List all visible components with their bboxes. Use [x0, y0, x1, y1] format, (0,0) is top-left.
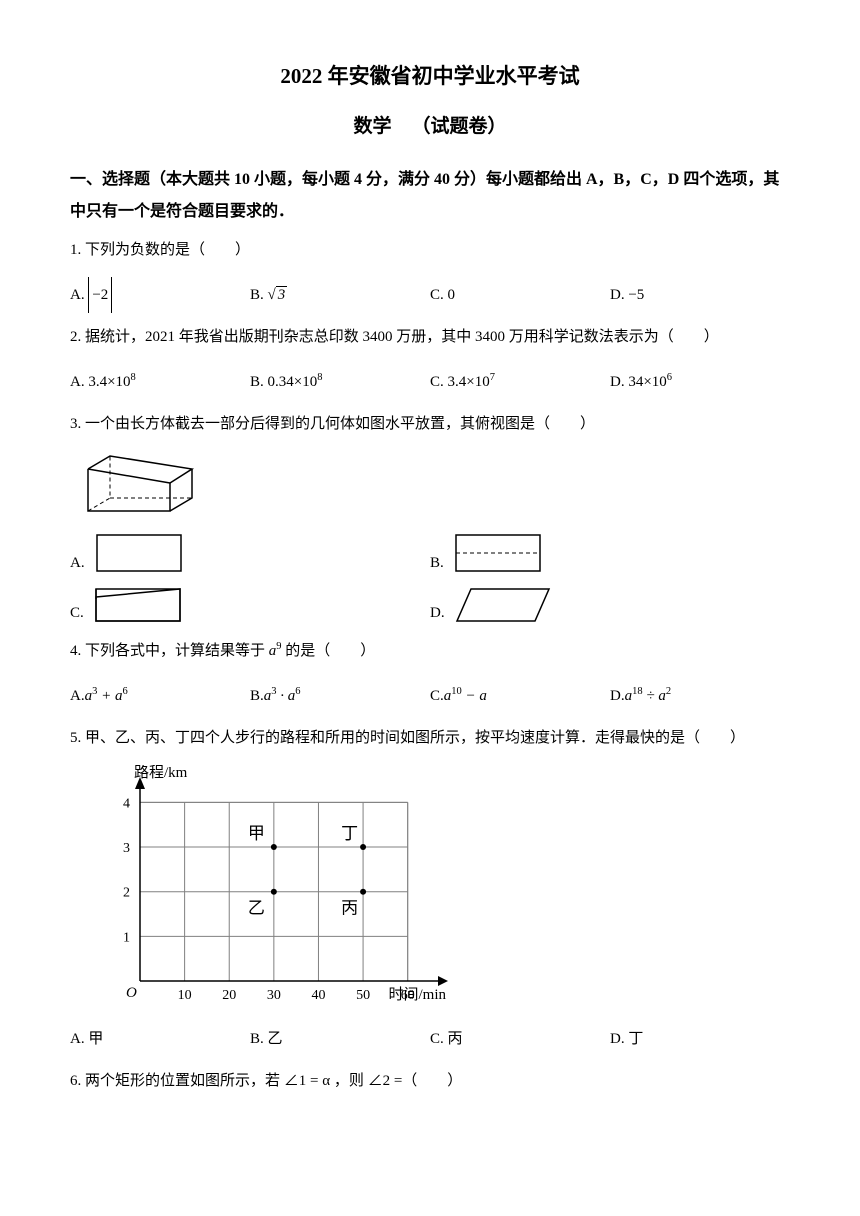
q1-a-expr: −2 [88, 277, 112, 313]
q6-stem: 6. 两个矩形的位置如图所示，若 ∠1 = α ，则 ∠2 =（ ） [70, 1065, 790, 1098]
q3-opt-b: B. [430, 531, 790, 575]
q1-opt-b: B. 3 [250, 277, 430, 313]
svg-text:甲: 甲 [248, 824, 265, 843]
q1-a-label: A. [70, 277, 85, 313]
q3-c-label: C. [70, 601, 84, 625]
q4-opt-a: A. a3 + a6 [70, 678, 250, 714]
q3-row1: A. B. [70, 531, 790, 575]
q5-opt-d: D. 丁 [610, 1021, 790, 1057]
q1-b-expr: 3 [268, 277, 288, 313]
q3-opt-a: A. [70, 531, 430, 575]
q2-a-exp: 8 [131, 372, 136, 383]
svg-text:路程/km: 路程/km [134, 765, 188, 781]
svg-text:30: 30 [267, 988, 281, 1003]
q2-opt-b: B. 0.34×108 [250, 364, 430, 400]
q1-stem: 1. 下列为负数的是（ ） [70, 234, 790, 267]
title-sub: 数学 （试题卷） [70, 112, 790, 142]
svg-text:40: 40 [311, 988, 325, 1003]
q1-opt-c: C. 0 [430, 277, 610, 313]
q5-opt-b: B. 乙 [250, 1021, 430, 1057]
svg-text:丙: 丙 [341, 899, 358, 918]
q4-stem-post: 的是（ ） [282, 643, 376, 659]
q4-stem-pre: 4. 下列各式中，计算结果等于 [70, 643, 269, 659]
q5-opt-a: A. 甲 [70, 1021, 250, 1057]
q4-opt-c: C. a10 − a [430, 678, 610, 714]
q3-d-label: D. [430, 601, 445, 625]
q2-opt-c: C. 3.4×107 [430, 364, 610, 400]
svg-text:时间/min: 时间/min [388, 986, 446, 1003]
q3-stem: 3. 一个由长方体截去一部分后得到的几何体如图水平放置，其俯视图是（ ） [70, 408, 790, 441]
q2-opt-a: A. 3.4×108 [70, 364, 250, 400]
q2-options: A. 3.4×108 B. 0.34×108 C. 3.4×107 D. 34×… [70, 364, 790, 400]
svg-text:1: 1 [123, 930, 130, 945]
q5-options: A. 甲 B. 乙 C. 丙 D. 丁 [70, 1021, 790, 1057]
q3-row2: C. D. [70, 585, 790, 625]
svg-text:2: 2 [123, 886, 130, 901]
q1-opt-a: A. −2 [70, 277, 250, 313]
svg-text:4: 4 [123, 796, 130, 811]
q5-opt-c: C. 丙 [430, 1021, 610, 1057]
q4-opt-d: D. a18 ÷ a2 [610, 678, 790, 714]
q2-d-text: D. 34×10 [610, 374, 667, 390]
q2-b-text: B. 0.34×10 [250, 374, 317, 390]
q3-a-label: A. [70, 551, 85, 575]
q5-chart: 1234102030405060O路程/km时间/min甲乙丁丙 [90, 765, 790, 1015]
q4-options: A. a3 + a6 B. a3 · a6 C. a10 − a D. a18 … [70, 678, 790, 714]
svg-text:乙: 乙 [248, 899, 265, 918]
q4-b-label: B. [250, 678, 264, 714]
q2-stem: 2. 据统计，2021 年我省出版期刊杂志总印数 3400 万册，其中 3400… [70, 321, 790, 354]
q4-a-label: A. [70, 678, 85, 714]
q2-b-exp: 8 [317, 372, 322, 383]
svg-text:3: 3 [123, 841, 130, 856]
subject-label: 数学 [353, 116, 391, 137]
q2-c-text: C. 3.4×10 [430, 374, 490, 390]
svg-text:O: O [126, 985, 137, 1001]
q3-opt-c: C. [70, 585, 430, 625]
q2-c-exp: 7 [490, 372, 495, 383]
q4-d-label: D. [610, 678, 625, 714]
svg-text:丁: 丁 [341, 824, 358, 843]
q4-c-label: C. [430, 678, 444, 714]
section-1-heading: 一、选择题（本大题共 10 小题，每小题 4 分，满分 40 分）每小题都给出 … [70, 164, 790, 228]
q3-opt-d: D. [430, 585, 790, 625]
q1-options: A. −2 B. 3 C. 0 D. −5 [70, 277, 790, 313]
svg-text:10: 10 [178, 988, 192, 1003]
q2-opt-d: D. 34×106 [610, 364, 790, 400]
paper-label: （试题卷） [412, 116, 507, 137]
title-main: 2022 年安徽省初中学业水平考试 [70, 60, 790, 94]
svg-text:20: 20 [222, 988, 236, 1003]
q1-b-label: B. [250, 277, 264, 313]
q3-solid-figure [80, 451, 790, 523]
q1-b-rad: 3 [276, 286, 288, 303]
q4-opt-b: B. a3 · a6 [250, 678, 430, 714]
q1-opt-d: D. −5 [610, 277, 790, 313]
q2-a-text: A. 3.4×10 [70, 374, 131, 390]
q3-b-label: B. [430, 551, 444, 575]
q4-stem: 4. 下列各式中，计算结果等于 a9 的是（ ） [70, 635, 790, 668]
q5-stem: 5. 甲、乙、丙、丁四个人步行的路程和所用的时间如图所示，按平均速度计算．走得最… [70, 722, 790, 755]
q1-a-abs: −2 [88, 277, 112, 313]
svg-text:50: 50 [356, 988, 370, 1003]
q2-d-exp: 6 [667, 372, 672, 383]
